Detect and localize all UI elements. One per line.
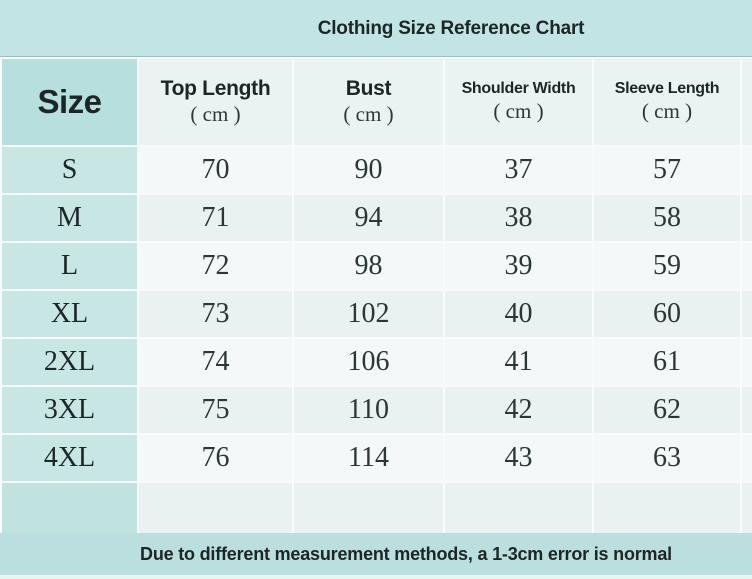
- cropped-edge-cell: [742, 195, 752, 241]
- table-body: S 70 90 37 57 M 71 94 38 58 L 72 98 39 59 XL 73 102 40 60 2X…: [2, 147, 752, 481]
- bottom-strip: [0, 575, 752, 579]
- cropped-edge-column-header: [742, 59, 752, 145]
- value-cell: 102: [294, 291, 443, 337]
- value-cell: 75: [139, 387, 292, 433]
- table-row: XL 73 102 40 60: [2, 291, 752, 337]
- size-column-header: Size: [2, 59, 137, 145]
- value-cell: 76: [139, 435, 292, 481]
- value-cell: 43: [445, 435, 592, 481]
- cropped-edge-cell: [742, 147, 752, 193]
- column-header-unit: ( cm ): [343, 102, 394, 126]
- value-cell: 37: [445, 147, 592, 193]
- column-header-label: Bust: [345, 77, 392, 100]
- value-cell: 58: [594, 195, 740, 241]
- size-label: S: [2, 147, 137, 193]
- table-row: M 71 94 38 58: [2, 195, 752, 241]
- footer-note: Due to different measurement methods, a …: [0, 533, 752, 575]
- value-cell: 90: [294, 147, 443, 193]
- size-label: L: [2, 243, 137, 289]
- empty-cell: [445, 483, 592, 533]
- cropped-edge-cell: [742, 387, 752, 433]
- cropped-edge-cell: [742, 483, 752, 533]
- page-title: Clothing Size Reference Chart: [0, 0, 752, 57]
- size-label: 3XL: [2, 387, 137, 433]
- column-header-label: Shoulder Width: [461, 80, 576, 97]
- table-header-row: Size Top Length ( cm ) Bust ( cm ) Shoul…: [2, 59, 752, 145]
- value-cell: 38: [445, 195, 592, 241]
- value-cell: 61: [594, 339, 740, 385]
- column-header-bust: Bust ( cm ): [294, 59, 443, 145]
- size-label: M: [2, 195, 137, 241]
- value-cell: 72: [139, 243, 292, 289]
- value-cell: 73: [139, 291, 292, 337]
- size-table: Size Top Length ( cm ) Bust ( cm ) Shoul…: [0, 57, 752, 533]
- value-cell: 62: [594, 387, 740, 433]
- value-cell: 59: [594, 243, 740, 289]
- column-header-label: Sleeve Length: [614, 80, 720, 97]
- value-cell: 60: [594, 291, 740, 337]
- cropped-edge-cell: [742, 243, 752, 289]
- value-cell: 71: [139, 195, 292, 241]
- table-row: 2XL 74 106 41 61: [2, 339, 752, 385]
- value-cell: 42: [445, 387, 592, 433]
- table-row: S 70 90 37 57: [2, 147, 752, 193]
- cropped-edge-cell: [742, 435, 752, 481]
- size-label: 4XL: [2, 435, 137, 481]
- value-cell: 40: [445, 291, 592, 337]
- value-cell: 39: [445, 243, 592, 289]
- value-cell: 70: [139, 147, 292, 193]
- value-cell: 114: [294, 435, 443, 481]
- empty-cell: [139, 483, 292, 533]
- empty-row: [2, 483, 752, 533]
- column-header-unit: ( cm ): [190, 102, 241, 126]
- column-header-label: Top Length: [160, 77, 271, 100]
- cropped-edge-cell: [742, 339, 752, 385]
- empty-size-cell: [2, 483, 137, 533]
- table-row: 4XL 76 114 43 63: [2, 435, 752, 481]
- value-cell: 106: [294, 339, 443, 385]
- value-cell: 63: [594, 435, 740, 481]
- column-header-sleeve-length: Sleeve Length ( cm ): [594, 59, 740, 145]
- column-header-top-length: Top Length ( cm ): [139, 59, 292, 145]
- value-cell: 94: [294, 195, 443, 241]
- cropped-edge-cell: [742, 291, 752, 337]
- column-header-unit: ( cm ): [493, 99, 544, 123]
- value-cell: 57: [594, 147, 740, 193]
- table-row: 3XL 75 110 42 62: [2, 387, 752, 433]
- table-row: L 72 98 39 59: [2, 243, 752, 289]
- empty-cell: [294, 483, 443, 533]
- value-cell: 41: [445, 339, 592, 385]
- empty-cell: [594, 483, 740, 533]
- value-cell: 98: [294, 243, 443, 289]
- size-label: 2XL: [2, 339, 137, 385]
- column-header-unit: ( cm ): [641, 99, 693, 123]
- value-cell: 110: [294, 387, 443, 433]
- column-header-shoulder-width: Shoulder Width ( cm ): [445, 59, 592, 145]
- size-label: XL: [2, 291, 137, 337]
- value-cell: 74: [139, 339, 292, 385]
